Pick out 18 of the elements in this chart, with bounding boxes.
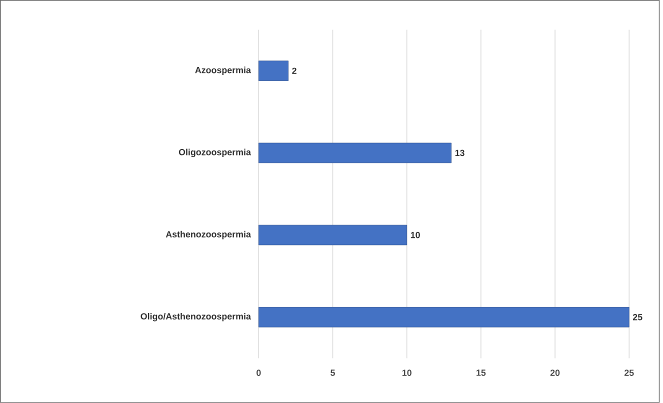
- y-tick-label: Azoospermia: [195, 66, 251, 76]
- y-tick-label: Oligozoospermia: [178, 148, 252, 158]
- data-label: 25: [632, 314, 642, 320]
- x-tick-label: 5: [330, 370, 335, 376]
- x-tick-label: 20: [550, 370, 560, 376]
- y-tick-label: Oligo/Asthenozoospermia: [140, 313, 252, 322]
- data-label: 2: [292, 68, 296, 74]
- bar: [258, 224, 408, 246]
- bar: [258, 142, 452, 164]
- x-tick-label: 10: [402, 370, 412, 376]
- bar: [258, 307, 630, 328]
- x-tick-label: 25: [624, 370, 634, 376]
- bar: [258, 60, 289, 82]
- y-tick-label: Asthenozoospermia: [166, 230, 251, 240]
- x-tick-label: 0: [256, 370, 261, 376]
- data-label: 10: [410, 232, 420, 238]
- x-tick-label: 15: [476, 370, 486, 376]
- data-label: 13: [455, 150, 464, 156]
